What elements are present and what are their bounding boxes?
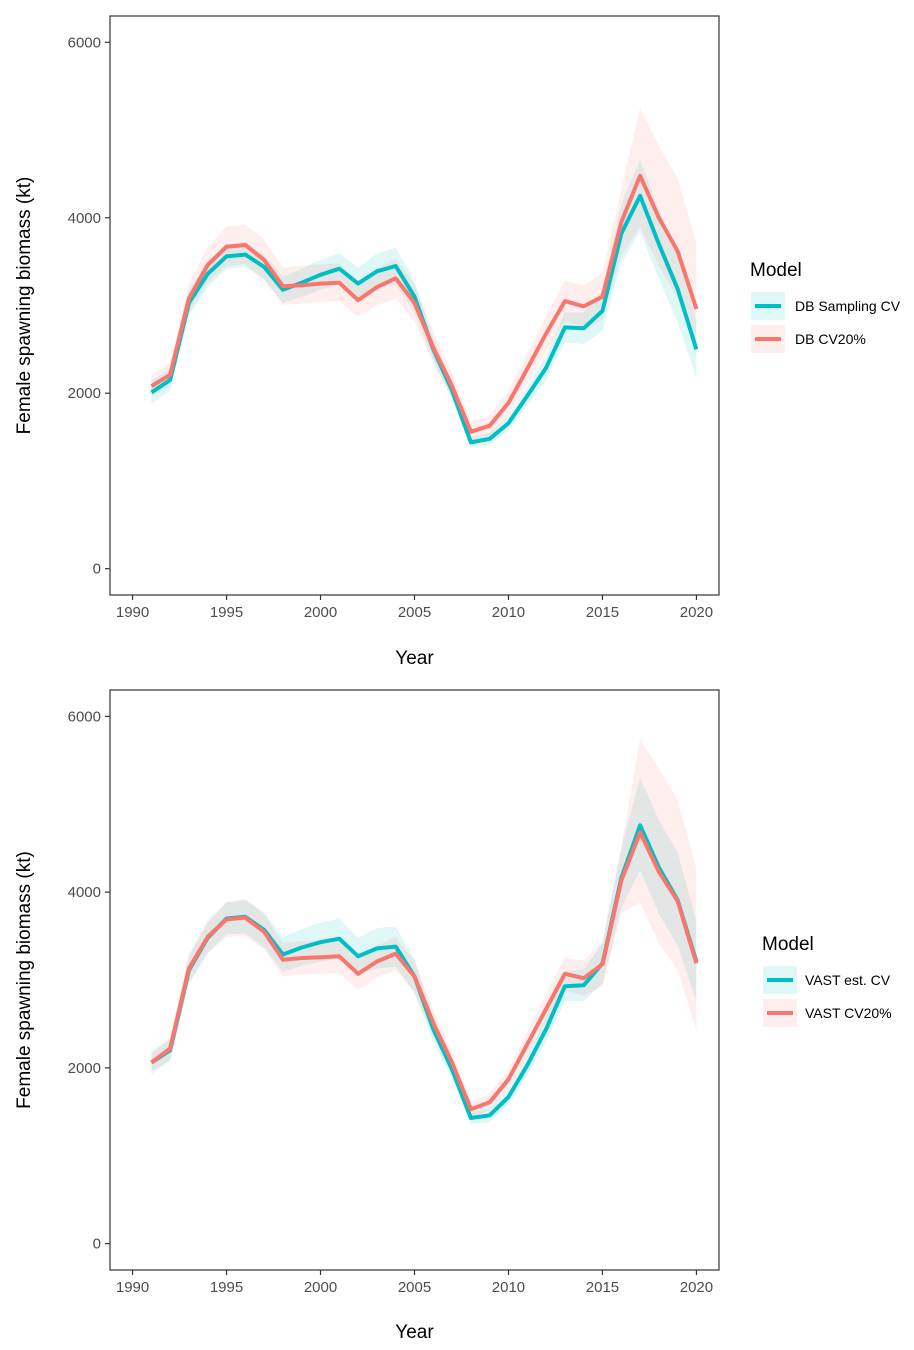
y-tick-label: 6000 (68, 34, 101, 51)
y-tick-label: 2000 (68, 1060, 101, 1077)
x-axis-title: Year (395, 1322, 434, 1343)
x-tick-label: 1990 (116, 604, 149, 621)
x-tick-label: 2005 (398, 604, 431, 621)
series-line-1 (150, 830, 699, 1112)
x-tick-label: 1995 (210, 1279, 243, 1296)
x-axis-title: Year (395, 648, 434, 669)
legend-title: Model (750, 260, 802, 281)
x-tick-label: 2020 (680, 604, 713, 621)
bottom-panel: 1990 1995 2000 2005 2010 2015 2020 0 2000 4000 600… (14, 689, 892, 1343)
x-tick-label: 1990 (116, 1279, 149, 1296)
y-axis-title: Female spawning biomass (kt) (14, 851, 35, 1109)
y-tick-label: 0 (93, 1236, 101, 1253)
y-tick-label: 4000 (68, 884, 101, 901)
top-panel: 1990 1995 2000 2005 2010 2015 2020 0 2000 4000 600… (14, 15, 901, 669)
x-tick-label: 2010 (492, 1279, 525, 1296)
confidence-band-1 (151, 108, 697, 442)
x-tick-label: 2020 (680, 1279, 713, 1296)
legend-label-0: VAST est. CV (805, 972, 891, 988)
x-tick-label: 2005 (398, 1279, 431, 1296)
confidence-band-0 (151, 159, 697, 448)
legend-label-1: DB CV20% (795, 331, 866, 347)
legend-label-1: VAST CV20% (805, 1005, 892, 1021)
x-tick-label: 2000 (304, 604, 337, 621)
confidence-band-0 (151, 777, 697, 1125)
confidence-band-1 (151, 739, 697, 1118)
x-tick-label: 1995 (210, 604, 243, 621)
x-tick-label: 2015 (586, 1279, 619, 1296)
y-tick-label: 2000 (68, 385, 101, 402)
x-tick-label: 2015 (586, 604, 619, 621)
y-tick-label: 6000 (68, 708, 101, 725)
x-tick-label: 2010 (492, 604, 525, 621)
x-tick-label: 2000 (304, 1279, 337, 1296)
y-tick-label: 0 (93, 561, 101, 578)
y-axis-title: Female spawning biomass (kt) (14, 177, 35, 435)
legend-label-0: DB Sampling CV (795, 298, 901, 314)
series-line-1 (150, 173, 699, 434)
series-line-0 (150, 823, 699, 1120)
y-tick-label: 4000 (68, 210, 101, 227)
legend-title: Model (762, 934, 814, 955)
